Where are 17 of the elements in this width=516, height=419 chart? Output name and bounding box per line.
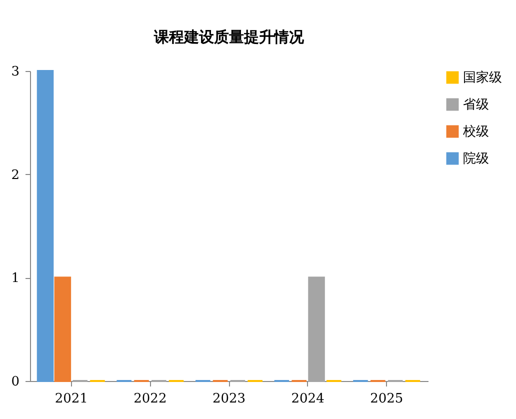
bar <box>308 276 325 382</box>
x-tick-label: 2022 <box>134 392 167 406</box>
legend-label: 校级 <box>462 124 489 140</box>
legend-label: 省级 <box>463 98 489 112</box>
x-tick-label: 2024 <box>291 392 324 406</box>
y-tick-label: 1 <box>11 271 20 286</box>
x-tick-label: 2023 <box>212 392 246 406</box>
bar <box>36 70 54 382</box>
y-tick-label: 3 <box>11 64 20 80</box>
chart-title: 课程建设质量提升情况 <box>153 28 305 46</box>
bar <box>54 276 72 382</box>
legend-label: 院级 <box>463 152 489 166</box>
legend-label: 国家级 <box>463 70 502 86</box>
x-tick-label: 2021 <box>54 392 88 406</box>
y-tick-label: 0 <box>11 374 20 390</box>
x-tick-label: 2025 <box>370 392 404 406</box>
y-tick-label: 2 <box>11 168 20 183</box>
